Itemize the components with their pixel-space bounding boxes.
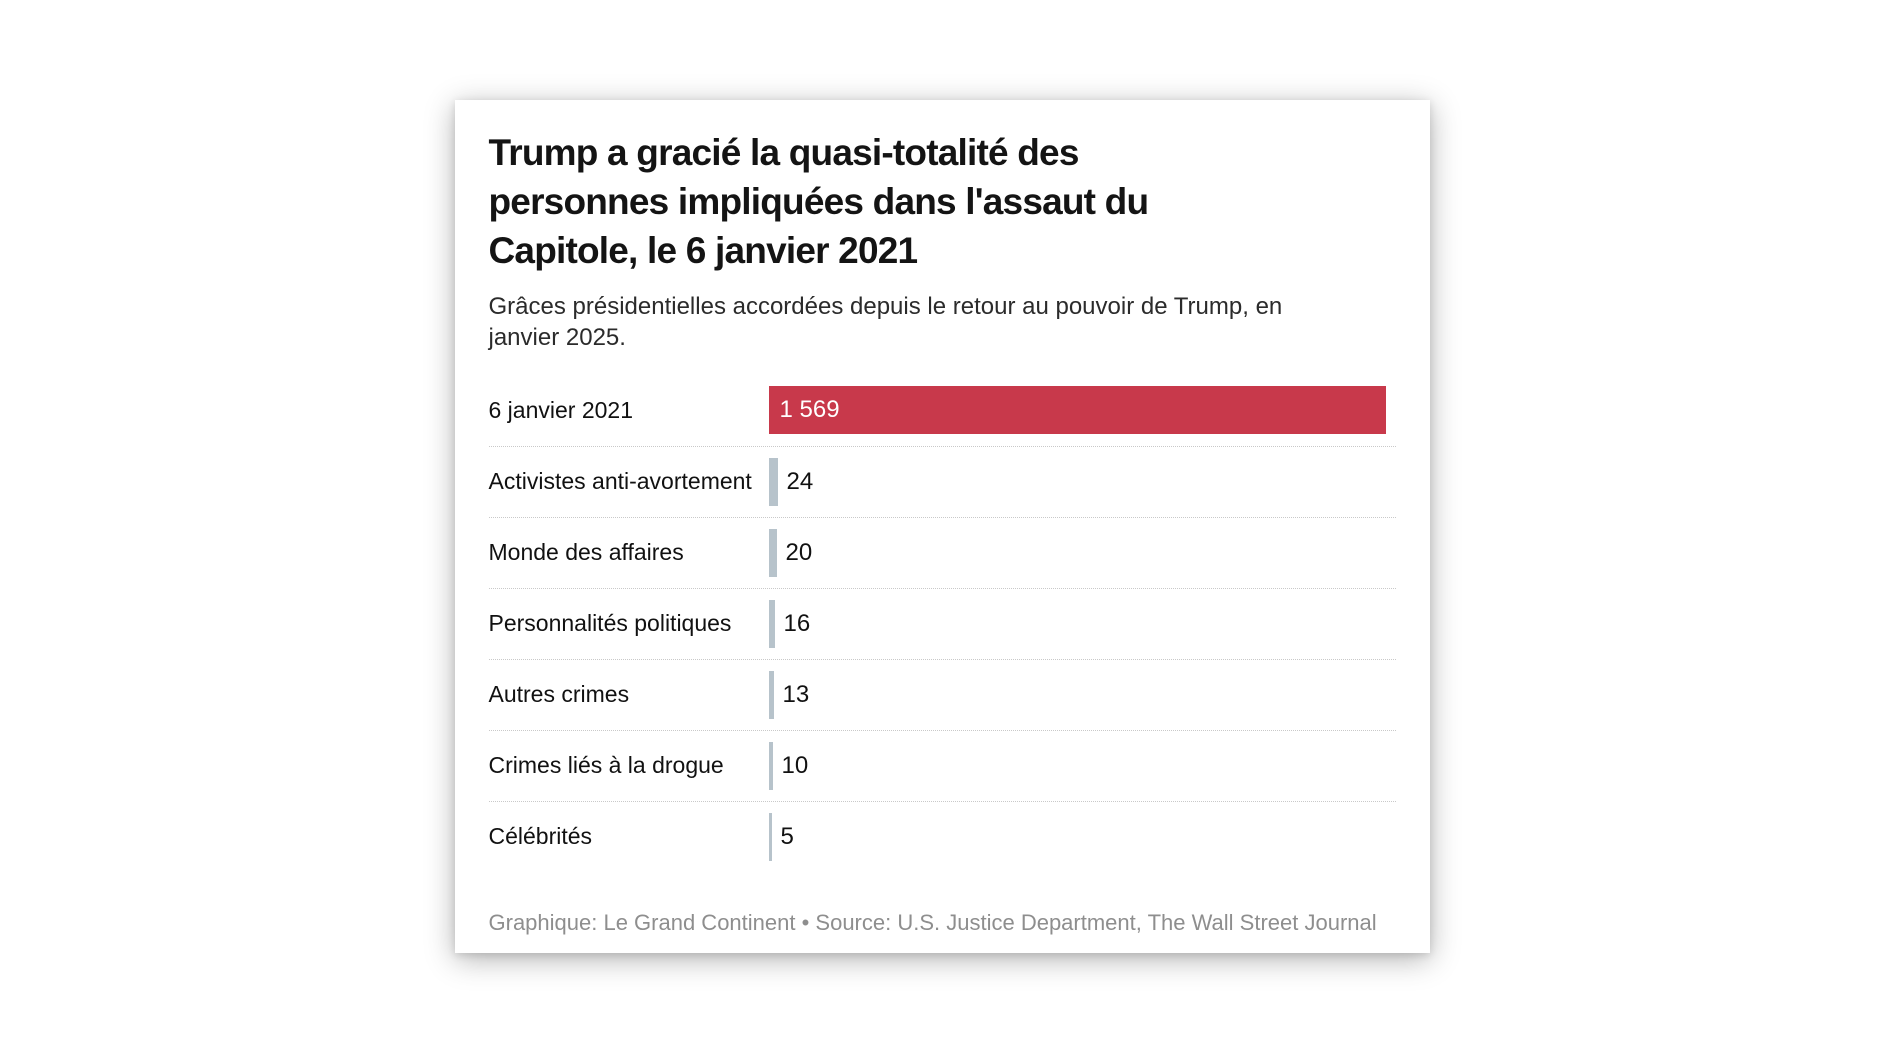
chart-title: Trump a gracié la quasi-totalité des per… <box>488 131 1150 271</box>
bar-cell: 10 <box>768 741 1396 790</box>
bar-cell: 16 <box>768 599 1396 648</box>
chart-card: Trump a gracié la quasi-totalité des per… <box>454 99 1430 953</box>
category-label: Personnalités politiques <box>488 610 732 636</box>
bar <box>768 670 774 719</box>
value-label: 5 <box>780 822 794 850</box>
bar <box>768 812 772 861</box>
category-label: Crimes liés à la drogue <box>488 752 724 778</box>
source-credit: Graphique: Le Grand Continent • Source: … <box>488 909 1377 935</box>
chart-subtitle: Grâces présidentielles accordées depuis … <box>488 292 1283 351</box>
value-label: 10 <box>781 751 809 779</box>
category-label: Autres crimes <box>488 681 630 707</box>
chart-row: Personnalités politiques 16 <box>488 587 1396 659</box>
value-label: 20 <box>785 538 813 566</box>
chart-row: Célébrités 5 <box>488 800 1396 872</box>
bar-cell: 24 <box>768 457 1396 506</box>
bar <box>768 599 775 648</box>
bar: 1 569 <box>768 386 1386 434</box>
bar-cell: 1 569 <box>768 386 1396 434</box>
bar-cell: 5 <box>768 812 1396 861</box>
value-label: 13 <box>782 680 810 708</box>
bar <box>768 457 778 506</box>
bar-cell: 13 <box>768 670 1396 719</box>
chart-row: Crimes liés à la drogue 10 <box>488 729 1396 801</box>
bar <box>768 528 777 577</box>
category-label: 6 janvier 2021 <box>488 396 634 423</box>
category-label: Célébrités <box>488 823 593 849</box>
value-label: 1 569 <box>779 396 840 423</box>
bar <box>768 741 773 790</box>
category-label: Monde des affaires <box>488 539 684 565</box>
category-label: Activistes anti-avortement <box>488 468 752 494</box>
chart-row: Autres crimes 13 <box>488 658 1396 730</box>
value-label: 16 <box>783 609 811 637</box>
chart-row: Monde des affaires 20 <box>488 516 1396 588</box>
chart-row: 6 janvier 2021 1 569 <box>489 375 1396 446</box>
bar-cell: 20 <box>768 528 1396 577</box>
bar-chart: 6 janvier 2021 1 569 Activistes anti-avort… <box>488 375 1396 872</box>
chart-row: Activistes anti-avortement 24 <box>488 445 1396 517</box>
value-label: 24 <box>786 467 814 495</box>
